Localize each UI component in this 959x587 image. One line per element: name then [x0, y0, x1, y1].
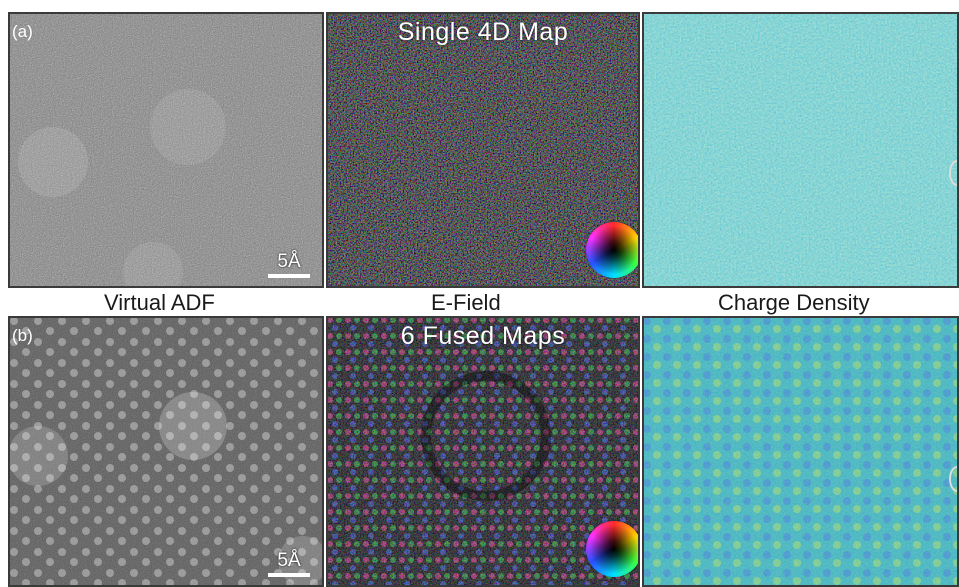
panel-letter-a: (a)	[12, 22, 33, 41]
title-single-map: Single 4D Map	[397, 18, 569, 46]
edge-mark-a	[949, 160, 959, 186]
row-single-map: (a) 5Å Single 4D Map	[8, 12, 959, 288]
edge-mark-b	[949, 466, 959, 492]
scale-bar-line-a	[268, 274, 310, 278]
color-wheel-icon	[586, 222, 640, 278]
scale-bar-label-a: 5Å	[277, 251, 301, 272]
caption-charge-density: Charge Density	[718, 290, 870, 315]
scale-bar-a: 5Å	[268, 252, 310, 278]
efield-image-b: 6 Fused Maps	[326, 316, 640, 587]
efield-image-a: Single 4D Map	[326, 12, 640, 288]
panel-letter-b: (b)	[12, 326, 33, 345]
scale-bar-label-b: 5Å	[277, 550, 301, 571]
row-fused-maps: (b) 5Å 6 Fused Maps	[8, 316, 959, 587]
caption-e-field: E-Field	[431, 290, 501, 315]
scale-bar-line-b	[268, 573, 310, 577]
charge-density-image-b	[642, 316, 959, 587]
color-wheel-icon	[586, 521, 640, 577]
virtual-adf-image-a: (a) 5Å	[8, 12, 324, 288]
charge-density-image-a	[642, 12, 959, 288]
virtual-adf-image-b: (b) 5Å	[8, 316, 324, 587]
caption-virtual-adf: Virtual ADF	[104, 290, 215, 315]
title-fused-maps: 6 Fused Maps	[400, 322, 566, 350]
caption-row: Virtual ADF E-Field Charge Density	[0, 288, 959, 316]
scale-bar-b: 5Å	[268, 551, 310, 577]
